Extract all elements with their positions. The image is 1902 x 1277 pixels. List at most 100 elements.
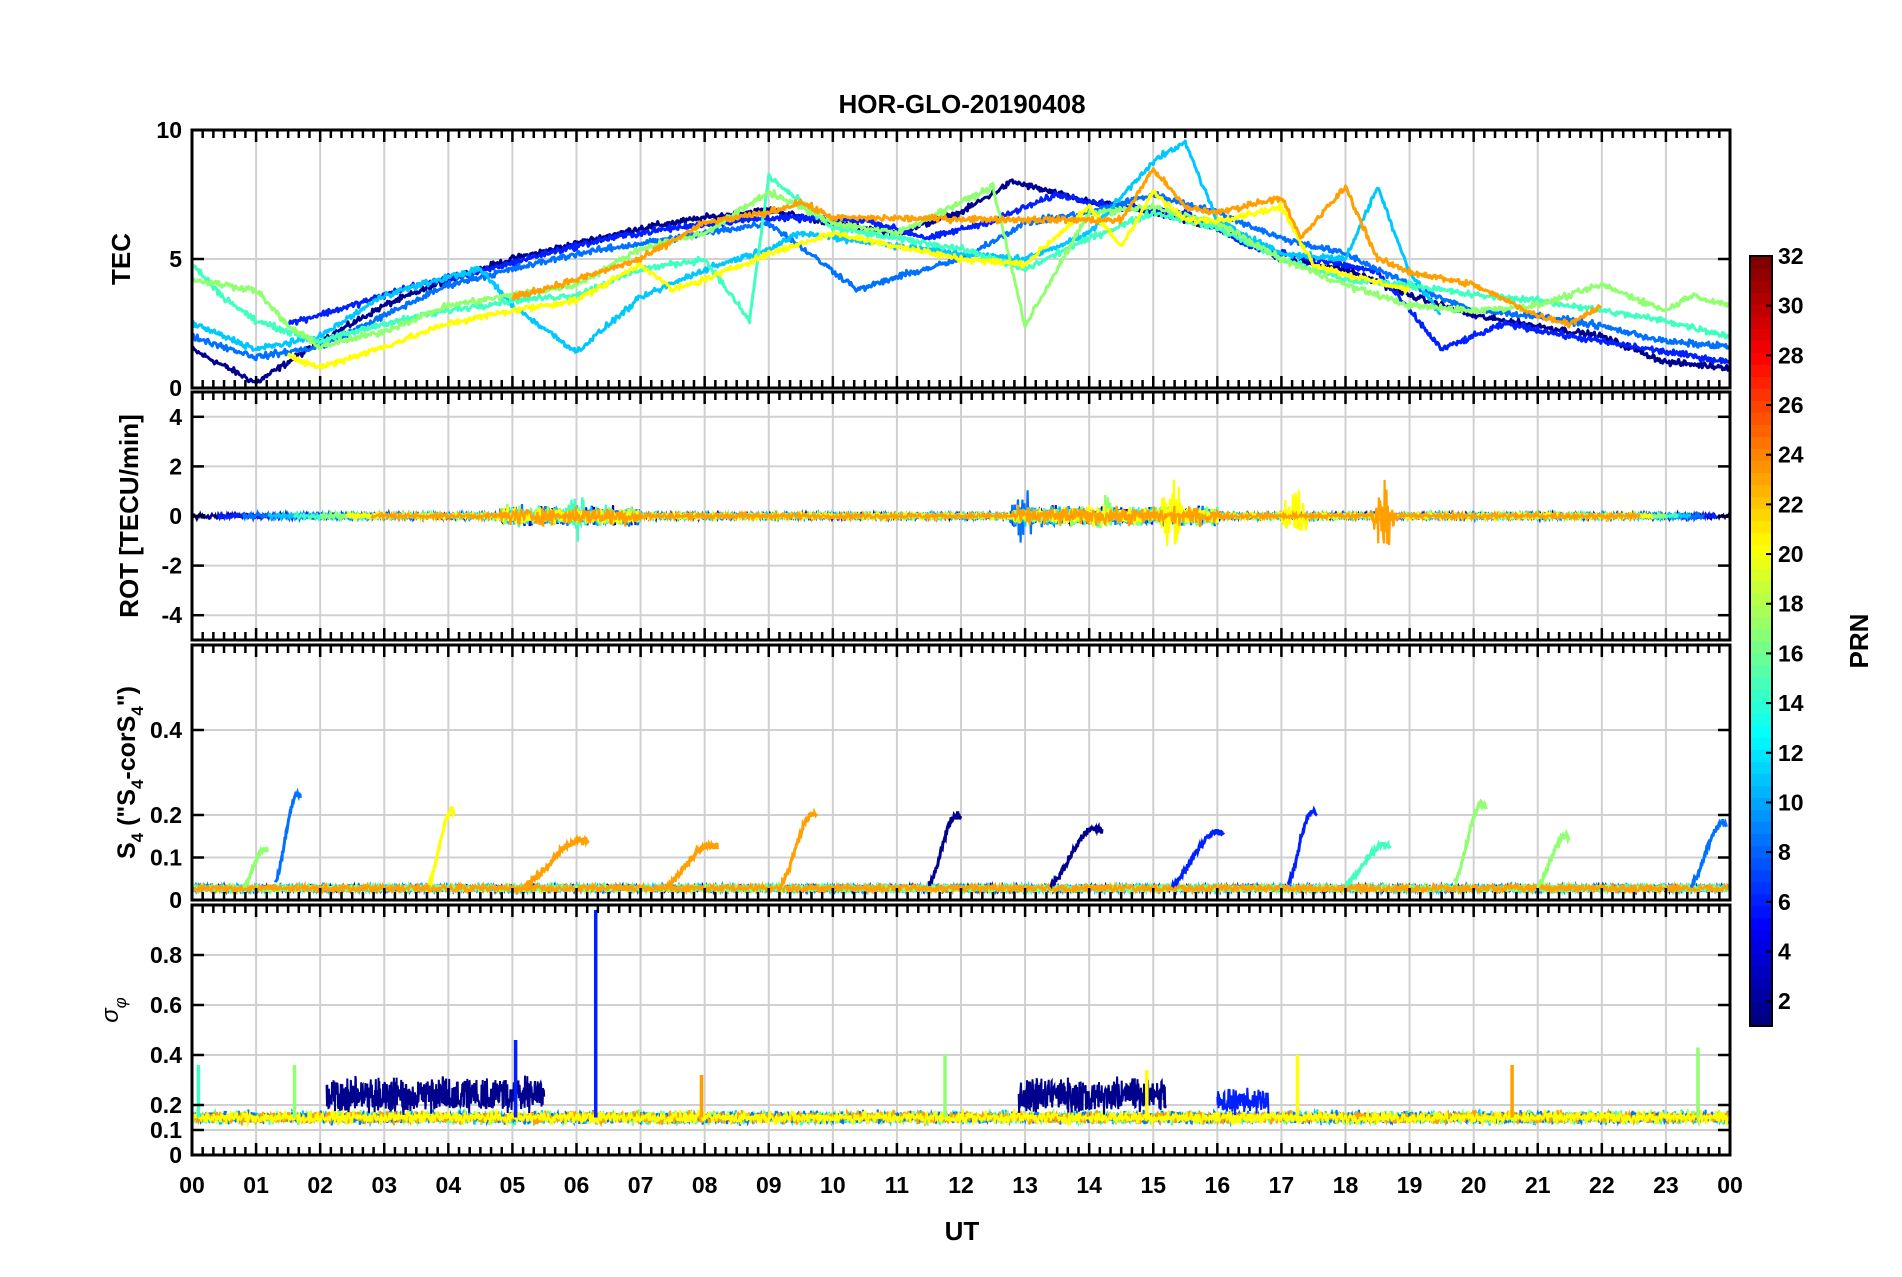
- y-axis-label: ROT [TECU/min]: [114, 414, 144, 618]
- panel-s4: 0 0.1 0.2 0.4S4 ("S4-corS4"): [113, 643, 1732, 913]
- colorbar-segment: [1750, 616, 1772, 630]
- x-tick-label: 16: [1205, 1172, 1231, 1198]
- colorbar-label: PRN: [1844, 614, 1874, 669]
- colorbar-segment: [1750, 1001, 1772, 1015]
- s4-peak-line: [273, 787, 302, 883]
- colorbar-segment: [1750, 532, 1772, 546]
- colorbar-segment: [1750, 568, 1772, 582]
- s4-peak-line: [1049, 822, 1104, 890]
- colorbar-tick-label: 6: [1778, 889, 1791, 915]
- y-tick-label: 4: [169, 404, 182, 430]
- colorbar-segment: [1750, 256, 1772, 269]
- s4-peak-line: [1536, 828, 1571, 891]
- series-line-prn-14: [192, 173, 1730, 346]
- series-line-prn-20: [286, 189, 1410, 370]
- sigma-elevated-line: [325, 1075, 546, 1115]
- colorbar-segment: [1750, 989, 1772, 1003]
- s4-peak-line: [241, 844, 269, 889]
- sigma-baseline-line: [192, 1108, 1730, 1128]
- y-tick-label: 0: [169, 503, 182, 529]
- series-line-prn-22: [511, 167, 1603, 329]
- colorbar-segment: [1750, 280, 1772, 293]
- x-tick-label: 13: [1012, 1172, 1038, 1198]
- colorbar-segment: [1750, 773, 1772, 786]
- colorbar-segment: [1750, 641, 1772, 654]
- x-tick-label: 02: [307, 1172, 333, 1198]
- y-tick-label: 0.2: [150, 1092, 182, 1118]
- colorbar-tick-label: 26: [1778, 392, 1804, 418]
- s4-peak-line: [927, 810, 963, 886]
- x-tick-label: 11: [885, 1172, 910, 1198]
- x-tick-label: 20: [1461, 1172, 1487, 1198]
- colorbar-segment: [1750, 965, 1772, 979]
- y-tick-label: -2: [162, 553, 182, 579]
- x-tick-label: 21: [1525, 1172, 1551, 1198]
- colorbar-tick-label: 22: [1778, 491, 1804, 517]
- colorbar-segment: [1750, 472, 1772, 486]
- y-tick-label: 0.1: [150, 845, 182, 871]
- colorbar-segment: [1750, 725, 1772, 738]
- colorbar-tick-label: 2: [1778, 988, 1791, 1014]
- x-tick-label: 09: [756, 1172, 782, 1198]
- colorbar-segment: [1750, 448, 1772, 462]
- s4-peak-line: [1453, 798, 1488, 888]
- colorbar-frame: [1749, 255, 1773, 1027]
- x-tick-label: 18: [1333, 1172, 1359, 1198]
- colorbar-segment: [1750, 316, 1772, 329]
- series-line-prn-11: [192, 139, 1442, 354]
- colorbar-segment: [1750, 917, 1772, 931]
- s4-peak-line: [1344, 839, 1392, 888]
- y-tick-label: 0: [169, 887, 182, 913]
- x-tick-label: 08: [692, 1172, 718, 1198]
- series-line-prn-1: [192, 178, 1730, 385]
- colorbar-segment: [1750, 424, 1772, 438]
- x-tick-label: 04: [436, 1172, 462, 1198]
- s4-peak-line: [427, 804, 456, 889]
- colorbar-segment: [1750, 328, 1772, 341]
- colorbar-segment: [1750, 749, 1772, 762]
- series-group: [192, 910, 1730, 1128]
- colorbar-segment: [1750, 701, 1772, 714]
- s4-peak-line: [664, 839, 719, 890]
- y-axis-label: TEC: [106, 233, 136, 285]
- x-tick-label: 00: [179, 1172, 205, 1198]
- colorbar-segment: [1750, 785, 1772, 799]
- colorbar-segment: [1750, 364, 1772, 377]
- x-tick-label: 19: [1397, 1172, 1423, 1198]
- colorbar-segment: [1750, 857, 1772, 871]
- sigma-elevated-line: [1017, 1076, 1167, 1115]
- figure-title: HOR-GLO-20190408: [838, 89, 1085, 119]
- series-line-prn-4: [287, 191, 1730, 365]
- colorbar-segment: [1750, 436, 1772, 450]
- x-axis-label: UT: [945, 1216, 980, 1246]
- colorbar-segment: [1750, 713, 1772, 726]
- x-tick-label: 05: [500, 1172, 526, 1198]
- colorbar-tick-label: 4: [1778, 938, 1791, 964]
- y-tick-label: -4: [162, 602, 183, 628]
- x-tick-label: 23: [1653, 1172, 1679, 1198]
- colorbar-segment: [1750, 905, 1772, 919]
- colorbar-tick-label: 32: [1778, 243, 1804, 269]
- colorbar-segment: [1750, 496, 1772, 510]
- colorbar-segment: [1750, 388, 1772, 401]
- colorbar-tick-label: 14: [1778, 690, 1804, 716]
- colorbar-segment: [1750, 508, 1772, 522]
- colorbar-segment: [1750, 268, 1772, 281]
- x-tick-label: 14: [1076, 1172, 1102, 1198]
- x-tick-label: 17: [1269, 1172, 1295, 1198]
- y-tick-label: 0.8: [150, 942, 182, 968]
- colorbar-tick-label: 24: [1778, 442, 1804, 468]
- colorbar-segment: [1750, 460, 1772, 474]
- s4-peak-line: [780, 807, 818, 887]
- y-tick-label: 0.2: [150, 802, 182, 828]
- colorbar-segment: [1750, 833, 1772, 847]
- colorbar-segment: [1750, 845, 1772, 859]
- colorbar-segment: [1750, 580, 1772, 594]
- colorbar-segment: [1750, 665, 1772, 678]
- y-axis-label: σφ: [97, 997, 130, 1023]
- colorbar-segment: [1750, 352, 1772, 365]
- x-tick-label: 06: [564, 1172, 590, 1198]
- colorbar-segment: [1750, 677, 1772, 690]
